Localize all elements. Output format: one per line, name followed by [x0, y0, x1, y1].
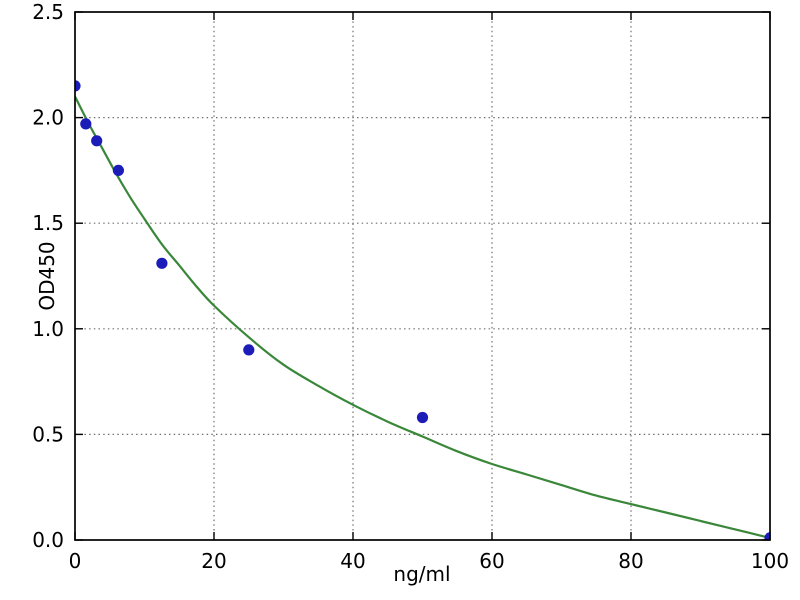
data-point	[156, 257, 168, 269]
y-axis-label: OD450	[35, 241, 59, 311]
y-tick-label: 2.0	[32, 106, 64, 130]
fit-curve	[75, 96, 770, 539]
x-axis-label: ng/ml	[393, 562, 451, 586]
y-tick-label: 1.5	[32, 211, 64, 235]
data-point	[80, 118, 92, 130]
x-tick-label: 60	[479, 549, 504, 573]
data-point	[416, 411, 429, 424]
x-tick-label: 100	[751, 549, 789, 573]
y-tick-label: 1.0	[32, 317, 64, 341]
data-point	[112, 164, 124, 176]
x-tick-label: 20	[201, 549, 226, 573]
x-tick-label: 0	[69, 549, 82, 573]
x-tick-label: 80	[618, 549, 643, 573]
plot-frame	[74, 11, 771, 541]
data-point	[243, 344, 255, 356]
data-point	[75, 80, 81, 92]
y-tick-label: 0.0	[32, 528, 64, 552]
y-tick-label: 0.5	[32, 422, 64, 446]
data-point	[764, 532, 770, 540]
y-tick-label: 2.5	[32, 0, 64, 24]
x-tick-label: 40	[340, 549, 365, 573]
data-point	[91, 135, 103, 147]
